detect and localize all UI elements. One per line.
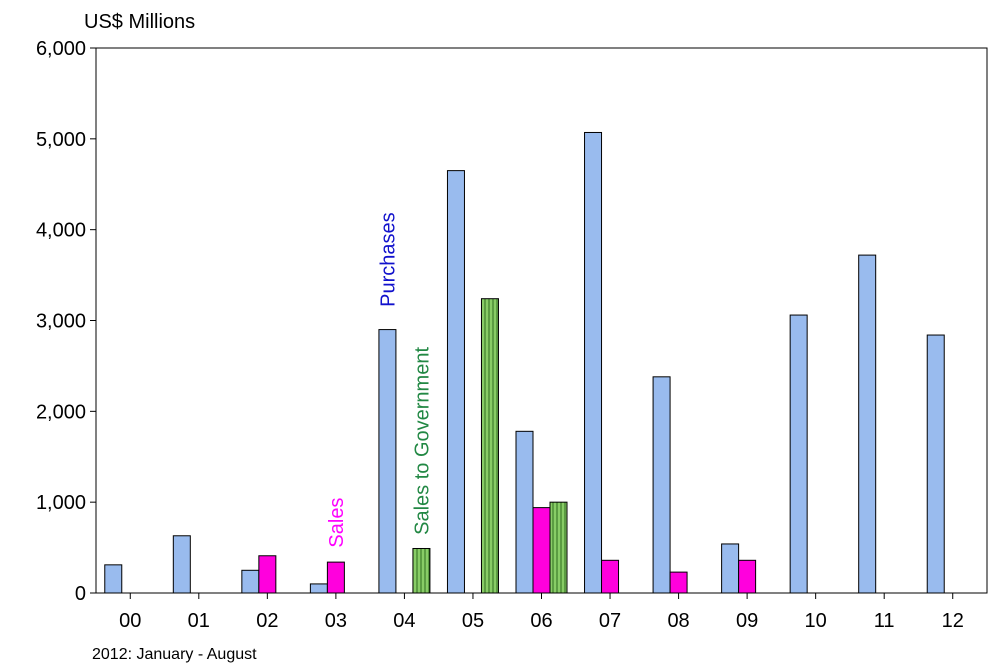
x-tick-label: 03 (325, 610, 347, 632)
y-tick-label: 6,000 (36, 38, 86, 60)
series-labels: Purchases Sales Sales to Government (326, 212, 434, 547)
x-tick-label: 05 (462, 610, 484, 632)
x-tick-label: 10 (805, 610, 827, 632)
bar-sales-to-government (412, 547, 431, 594)
x-axis: 00 01 02 03 04 05 06 07 08 09 10 11 12 (119, 593, 964, 632)
bar-sales-to-government (549, 501, 568, 594)
bar-sales (738, 559, 757, 594)
x-tick-label: 02 (256, 610, 278, 632)
x-tick-label: 04 (393, 610, 415, 632)
plot-frame (95, 47, 988, 594)
bar-purchases (652, 376, 671, 594)
bar-sales (601, 559, 620, 594)
bar-purchases (858, 254, 877, 594)
bar-purchases (309, 583, 328, 594)
bars-group (104, 131, 945, 594)
y-tick-label: 1,000 (36, 492, 86, 514)
bar-purchases (584, 131, 603, 594)
bar-purchases (241, 569, 260, 594)
x-tick-label: 07 (599, 610, 621, 632)
x-tick-label: 08 (667, 610, 689, 632)
unit-label: US$ Millions (84, 11, 195, 33)
bar-purchases (721, 543, 740, 594)
note-label: 2012: January - August (92, 646, 257, 663)
y-tick-label: 2,000 (36, 401, 86, 423)
bar-sales (326, 561, 345, 594)
series-label-sales: Sales (326, 498, 348, 548)
bar-purchases (378, 329, 397, 594)
bar-sales (669, 571, 688, 594)
y-tick-label: 3,000 (36, 311, 86, 333)
x-tick-label: 09 (736, 610, 758, 632)
bar-sales (258, 555, 277, 594)
bar-purchases (446, 170, 465, 594)
bar-sales (532, 507, 551, 594)
x-tick-label: 06 (530, 610, 552, 632)
y-tick-label: 0 (75, 583, 86, 605)
bar-purchases (789, 314, 808, 594)
series-label-purchases: Purchases (377, 212, 399, 307)
x-tick-label: 12 (942, 610, 964, 632)
x-tick-label: 11 (874, 610, 895, 632)
x-tick-label: 01 (188, 610, 210, 632)
y-tick-label: 4,000 (36, 220, 86, 242)
y-axis: 0 1,000 2,000 3,000 4,000 5,000 6,000 (36, 38, 96, 605)
bar-purchases (104, 564, 123, 594)
x-tick-label: 00 (119, 610, 141, 632)
y-tick-label: 5,000 (36, 129, 86, 151)
bar-purchases (515, 430, 534, 594)
series-label-sales-to-government: Sales to Government (411, 347, 433, 535)
bar-purchases (926, 334, 945, 594)
bar-sales-to-government (480, 298, 499, 594)
bar-purchases (172, 535, 191, 594)
